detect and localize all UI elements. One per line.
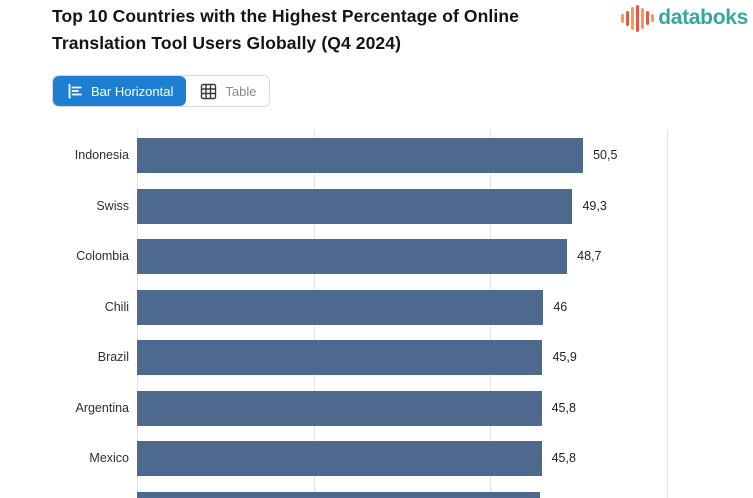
tab-bar-horizontal-label: Bar Horizontal — [91, 83, 174, 99]
value-label: 45,8 — [551, 400, 576, 415]
databoks-logo: databoks — [621, 4, 748, 32]
bar[interactable] — [137, 340, 543, 375]
x-gridline — [667, 130, 668, 498]
category-label: Colombia — [76, 249, 129, 263]
category-label: Chili — [104, 299, 129, 314]
category-label: Swiss — [96, 198, 129, 213]
bar-chart: Indonesia 50,5 Swiss 49,3 Colombia 48,7 Chili 4… — [0, 130, 753, 498]
table-icon — [199, 82, 218, 101]
bar[interactable] — [137, 441, 542, 476]
value-label: 45,8 — [551, 451, 576, 465]
category-label: Brazil — [97, 350, 129, 364]
value-label: 50,5 — [593, 148, 618, 162]
bar[interactable] — [137, 289, 544, 325]
value-label: 49,3 — [582, 198, 607, 213]
bar-horizontal-icon — [66, 82, 84, 100]
tab-table-label: Table — [225, 83, 257, 99]
category-label: Indonesia — [74, 148, 129, 162]
tab-table[interactable]: Table — [186, 76, 269, 106]
view-toggle: Bar Horizontal Table — [52, 75, 271, 107]
tab-bar-horizontal[interactable]: Bar Horizontal — [53, 76, 187, 106]
category-label: Mexico — [89, 451, 129, 465]
value-label: 46 — [553, 299, 568, 314]
page-title: Top 10 Countries with the Highest Percen… — [52, 6, 519, 53]
databoks-logo-icon — [621, 4, 655, 32]
bar[interactable] — [137, 390, 542, 426]
value-label: 45,9 — [552, 350, 577, 364]
bar[interactable] — [137, 239, 568, 274]
bar[interactable] — [137, 138, 584, 173]
value-label: 48,7 — [577, 249, 602, 263]
bar[interactable] — [137, 188, 573, 224]
category-label: Argentina — [75, 400, 129, 415]
bar-partial[interactable] — [137, 491, 540, 498]
databoks-logo-text: databoks — [658, 6, 748, 29]
